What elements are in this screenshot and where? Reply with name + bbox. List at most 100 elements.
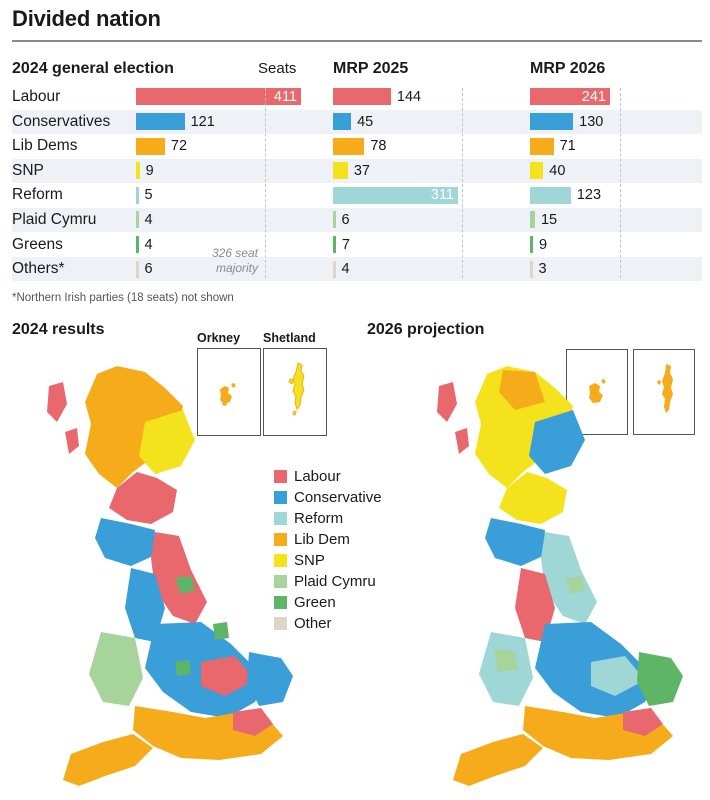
map-2026-region-east-midlands: [591, 656, 645, 696]
seat-bar: [530, 211, 535, 229]
majority-note-line-1: 326 seat: [211, 246, 258, 260]
map-2024-region-borders: [95, 518, 155, 566]
majority-line: [462, 88, 463, 278]
map-2026-region-london: [623, 708, 663, 736]
legend-swatch: [274, 512, 287, 525]
seat-value-label: 3: [538, 261, 547, 278]
legend-swatch: [274, 575, 287, 588]
party-label: SNP: [12, 161, 44, 179]
seat-bar: [333, 88, 391, 106]
seat-bar: [136, 137, 165, 155]
map-2026-region-aberdeenshire: [529, 410, 585, 474]
shetland-2024-islands: [288, 362, 305, 416]
header-mrp-2025: MRP 2025: [333, 60, 409, 77]
seat-value-label: 144: [396, 89, 422, 105]
majority-line: [265, 88, 266, 278]
party-label: Others*: [12, 260, 65, 278]
inset-shetland-2026: [633, 349, 695, 435]
seat-value-label: 4: [144, 236, 153, 253]
legend-swatch: [274, 596, 287, 609]
seat-value-label: 72: [170, 138, 188, 155]
seat-bar: [136, 112, 185, 130]
seat-bar: [530, 137, 554, 155]
seat-bar: [530, 162, 544, 180]
map-2026-region-highlands: [475, 366, 573, 488]
map-2026-region-far-north: [499, 370, 545, 410]
map-2026-region-plaid-seats: [495, 576, 585, 672]
inset-orkney-2024: [197, 348, 261, 436]
map-2026-region-north-west: [515, 568, 555, 642]
seat-value-label: 71: [559, 138, 576, 155]
table-row: [12, 233, 702, 257]
map-2026-region-islands: [437, 382, 469, 454]
seat-value-label: 4: [144, 212, 153, 228]
seat-value-label: 7: [341, 236, 350, 253]
map-2024-results: [47, 366, 293, 786]
map-2024-region-north-west: [125, 568, 165, 642]
legend-swatch: [274, 617, 287, 630]
inset-shetland-2024: [263, 348, 327, 436]
majority-note-line-2: majority: [215, 261, 258, 275]
seat-value-label: 121: [190, 113, 215, 130]
map-2024-region-east-anglia: [247, 652, 293, 706]
party-label: Labour: [12, 88, 61, 105]
map-2024-region-highlands: [85, 366, 183, 488]
majority-line: [620, 88, 621, 278]
table-row: [12, 257, 702, 282]
table-row: [12, 158, 702, 183]
map-title-2024: 2024 results: [12, 321, 105, 338]
map-2026-region-central-belt: [499, 472, 567, 524]
seat-value-label: 78: [370, 138, 387, 155]
legend-swatch: [274, 470, 287, 483]
shetland-2026-islands: [657, 364, 673, 413]
seat-value-label: 5: [144, 187, 153, 204]
seat-bar: [136, 211, 139, 229]
header-2024-general-election: 2024 general election: [12, 60, 174, 77]
seat-value-label: 241: [581, 89, 606, 105]
map-2024-region-green-seats: [175, 576, 229, 676]
party-label: Conservatives: [12, 112, 111, 130]
map-title-2026: 2026 projection: [367, 321, 485, 338]
table-row: [12, 208, 702, 232]
seat-value-label: 411: [273, 89, 297, 105]
party-label: Lib Dems: [12, 137, 78, 155]
seat-value-label: 40: [549, 162, 566, 179]
inset-label-orkney: Orkney: [197, 331, 241, 345]
map-2024-region-central-belt: [109, 472, 177, 524]
seat-bar: [530, 88, 610, 106]
seat-value-label: 4: [341, 261, 350, 278]
map-2026-region-south-west: [453, 734, 543, 786]
seat-bar: [136, 260, 139, 278]
legend-label: SNP: [294, 552, 325, 569]
legend-swatch: [274, 533, 287, 546]
seat-value-label: 45: [357, 113, 374, 130]
seat-bar: [333, 162, 348, 180]
seat-value-label: 123: [576, 187, 602, 204]
map-2024-region-south-west: [63, 734, 153, 786]
map-2026-region-east-anglia: [637, 652, 683, 706]
legend-label: Other: [294, 615, 332, 632]
party-label: Plaid Cymru: [12, 211, 97, 228]
seat-bar: [136, 162, 140, 180]
legend-swatch: [274, 554, 287, 567]
orkney-2024-islands: [220, 383, 236, 406]
seat-bar: [333, 211, 336, 229]
header-seats: Seats: [258, 60, 297, 77]
seat-bar: [333, 186, 458, 204]
seat-value-label: 15: [540, 212, 558, 228]
seat-bar: [136, 186, 139, 204]
legend-label: Labour: [294, 468, 341, 485]
seat-bar: [530, 112, 574, 130]
legend-label: Green: [294, 594, 336, 611]
legend-label: Reform: [294, 510, 344, 527]
seat-bar: [333, 112, 352, 130]
table-row: [12, 109, 702, 134]
seat-value-label: 37: [353, 162, 370, 179]
map-2024-region-east-midlands: [201, 656, 255, 696]
legend-label: Lib Dem: [294, 531, 350, 548]
seat-value-label: 130: [579, 113, 604, 130]
header-mrp-2026: MRP 2026: [530, 60, 606, 77]
seat-bar: [136, 235, 139, 253]
legend-swatch: [274, 491, 287, 504]
seat-bar: [530, 186, 571, 204]
